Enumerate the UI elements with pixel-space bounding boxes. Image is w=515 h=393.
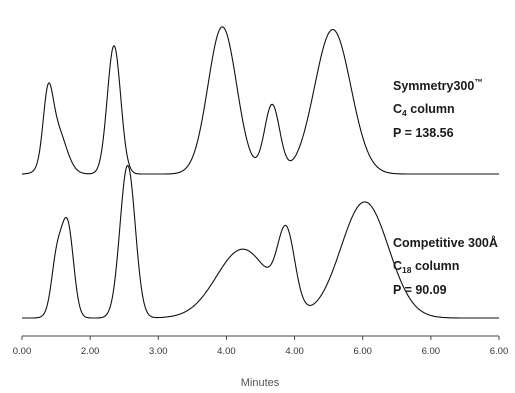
svg-text:C18 column: C18 column: [393, 259, 459, 275]
x-axis-title: Minutes: [241, 377, 280, 389]
series-1-column-sub: 4: [402, 108, 407, 118]
series-2-column-sub: 18: [402, 265, 412, 275]
series-2-column-suffix: column: [412, 259, 460, 273]
legend-series-2: Competitive 300Å C18 column P = 90.09: [393, 235, 498, 297]
x-tick-label: 6.00: [490, 346, 509, 357]
x-axis-ticks: 0.00 2.00 3.00 4.00 4.00 6.00 6.00 6.00: [13, 336, 509, 357]
axis: 0.00 2.00 3.00 4.00 4.00 6.00 6.00 6.00 Minutes: [13, 335, 509, 389]
series-1-name: Symmetry300: [393, 79, 474, 93]
svg-text:Symmetry300™: Symmetry300™: [393, 77, 483, 93]
svg-text:C4 column: C4 column: [393, 102, 455, 118]
series-2-name: Competitive 300Å: [393, 235, 498, 250]
series-2-column-prefix: C: [393, 259, 402, 273]
series-2-p-value: P = 90.09: [393, 283, 447, 297]
traces: [22, 26, 499, 319]
trace-series-1: [22, 26, 499, 175]
x-tick-label: 6.00: [353, 346, 372, 357]
x-tick-label: 4.00: [217, 346, 236, 357]
series-1-column-suffix: column: [407, 102, 455, 116]
x-tick-label: 3.00: [149, 346, 168, 357]
series-1-trademark: ™: [474, 77, 483, 87]
x-tick-label: 0.00: [13, 346, 32, 357]
series-1-column-prefix: C: [393, 102, 402, 116]
x-tick-label: 6.00: [422, 346, 441, 357]
legend-series-1: Symmetry300™ C4 column P = 138.56: [393, 77, 483, 140]
x-tick-label: 2.00: [81, 346, 100, 357]
series-1-p-value: P = 138.56: [393, 126, 454, 140]
trace-series-2: [22, 164, 499, 319]
x-tick-label: 4.00: [285, 346, 304, 357]
